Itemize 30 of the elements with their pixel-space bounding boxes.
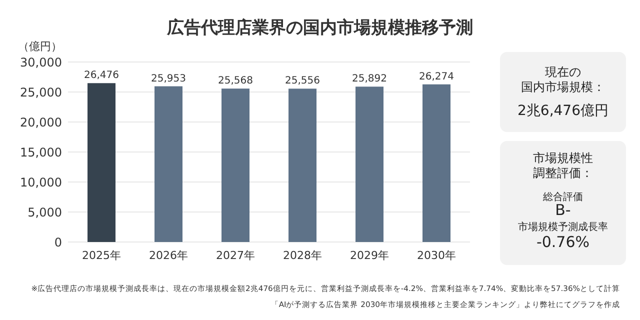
text: 市場規模性 <box>533 151 593 165</box>
y-tick-label: 30,000 <box>20 56 62 70</box>
x-tick-label: 2026年 <box>149 249 188 262</box>
x-tick-label: 2028年 <box>283 249 322 262</box>
y-tick-label: 25,000 <box>20 86 62 100</box>
text: 市場規模予測成長率 <box>518 221 608 233</box>
y-tick-label: 5,000 <box>28 206 62 220</box>
text: -0.76% <box>536 233 590 251</box>
text: 2兆6,476億円 <box>518 103 608 119</box>
text: 調整評価： <box>533 166 593 180</box>
data-label: 26,274 <box>419 71 454 82</box>
data-label: 25,568 <box>218 76 253 87</box>
data-label: 25,556 <box>285 76 320 87</box>
data-label: 26,476 <box>84 70 119 82</box>
x-tick-label: 2029年 <box>350 249 389 262</box>
y-axis-title: （億円） <box>18 40 62 53</box>
data-label: 25,892 <box>352 74 387 85</box>
x-tick-label: 2025年 <box>82 249 121 262</box>
chart-title: 広告代理店業界の国内市場規模推移予測 <box>166 18 473 38</box>
text: 国内市場規模： <box>521 80 605 94</box>
x-tick-label: 2027年 <box>216 249 255 262</box>
y-tick-label: 15,000 <box>20 146 62 160</box>
y-tick-label: 10,000 <box>20 176 62 190</box>
y-tick-label: 20,000 <box>20 116 62 130</box>
text: 総合評価 <box>542 191 583 203</box>
text: B- <box>555 201 571 219</box>
text: 現在の <box>545 65 581 79</box>
x-tick-label: 2030年 <box>417 249 456 262</box>
data-label: 25,953 <box>151 73 186 84</box>
y-tick-label: 0 <box>54 236 62 250</box>
